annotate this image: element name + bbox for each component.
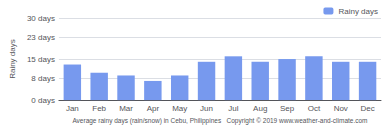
svg-text:Apr: Apr — [147, 104, 160, 113]
svg-text:15 days: 15 days — [27, 55, 55, 64]
svg-text:May: May — [172, 104, 187, 113]
svg-text:Jul: Jul — [228, 104, 238, 113]
svg-text:Rainy days: Rainy days — [338, 7, 378, 16]
svg-text:Sep: Sep — [280, 104, 295, 113]
svg-text:Nov: Nov — [334, 104, 348, 113]
svg-text:Mar: Mar — [119, 104, 133, 113]
svg-text:Aug: Aug — [253, 104, 267, 113]
svg-text:23 days: 23 days — [27, 33, 55, 42]
svg-text:Jun: Jun — [200, 104, 213, 113]
svg-text:8 days: 8 days — [31, 74, 55, 83]
svg-text:Oct: Oct — [308, 104, 321, 113]
svg-text:Jan: Jan — [66, 104, 79, 113]
svg-text:Average rainy days (rain/snow): Average rainy days (rain/snow) in Cebu, … — [72, 117, 367, 125]
svg-text:30 days: 30 days — [27, 14, 55, 23]
svg-text:Dec: Dec — [360, 104, 374, 113]
svg-text:Rainy days: Rainy days — [8, 39, 17, 79]
svg-text:0 days: 0 days — [31, 96, 55, 105]
svg-text:Feb: Feb — [92, 104, 106, 113]
